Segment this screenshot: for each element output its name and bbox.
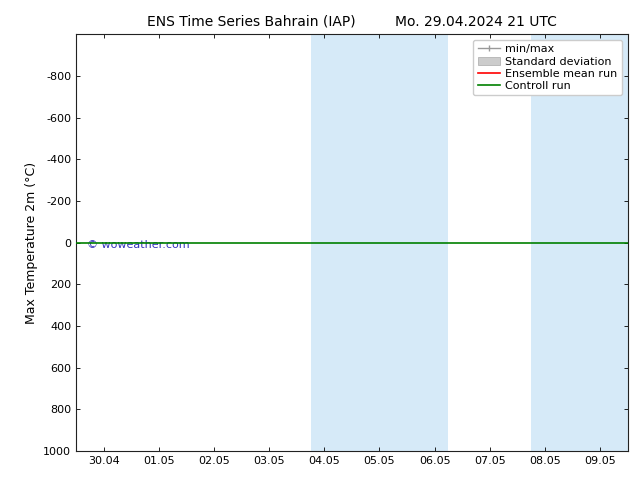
Bar [531,34,559,451]
Text: © woweather.com: © woweather.com [87,241,190,250]
Legend: min/max, Standard deviation, Ensemble mean run, Controll run: min/max, Standard deviation, Ensemble me… [473,40,622,96]
Bar [311,34,338,451]
Bar [338,34,448,451]
Title: ENS Time Series Bahrain (IAP)         Mo. 29.04.2024 21 UTC: ENS Time Series Bahrain (IAP) Mo. 29.04.… [147,15,557,29]
Bar [559,34,628,451]
Y-axis label: Max Temperature 2m (°C): Max Temperature 2m (°C) [25,162,37,323]
